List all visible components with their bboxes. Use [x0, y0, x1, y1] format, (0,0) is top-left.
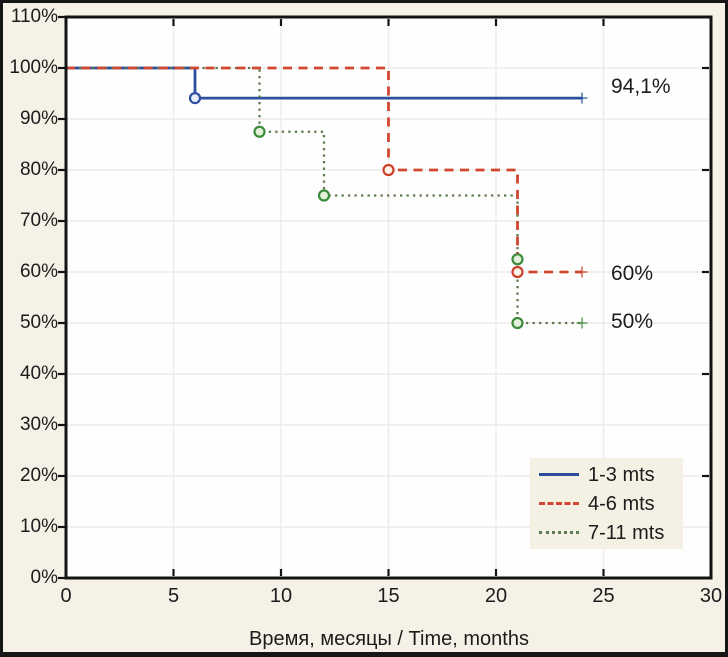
legend-line-sample-solid: [539, 473, 579, 476]
event-marker: [511, 316, 524, 330]
legend-label: 7-11 mts: [588, 521, 665, 544]
event-marker: [511, 265, 524, 279]
legend-item-1-3-mts: 1-3 mts: [530, 460, 683, 489]
legend-line-sample-dashed: [539, 502, 579, 505]
event-marker: [317, 189, 331, 202]
legend-item-4-6-mts: 4-6 mts: [530, 489, 683, 518]
series-line-4-6-mts: [66, 66, 582, 274]
event-marker: [188, 91, 202, 105]
legend-label: 4-6 mts: [588, 492, 655, 515]
event-marker: [253, 125, 266, 138]
event-marker: [511, 253, 524, 266]
event-marker: [382, 163, 395, 177]
legend-line-sample-dotted: [539, 531, 579, 534]
legend-label: 1-3 mts: [588, 463, 655, 486]
plot-border: [64, 15, 713, 580]
legend-item-7-11-mts: 7-11 mts: [530, 518, 683, 547]
legend: 1-3 mts 4-6 mts 7-11 mts: [530, 458, 683, 549]
